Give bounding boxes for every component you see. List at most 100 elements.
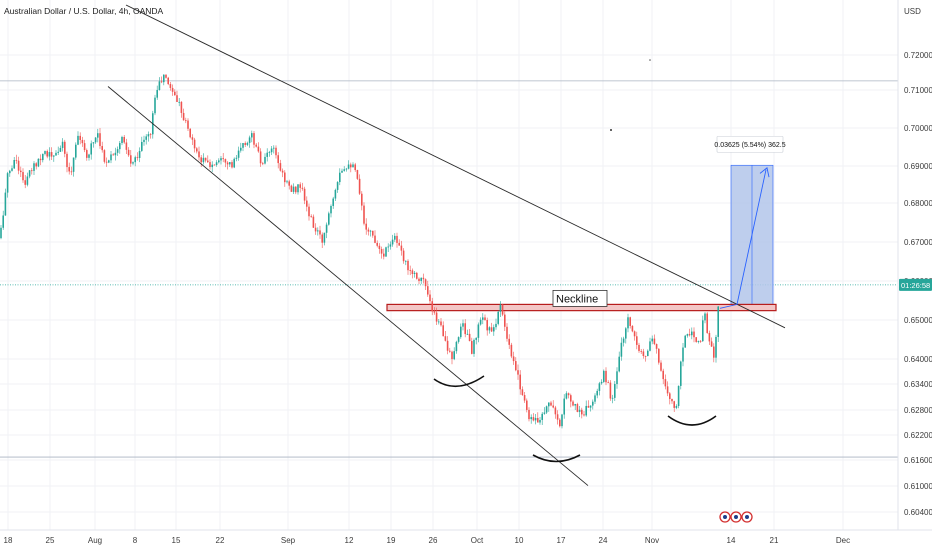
candle-body xyxy=(561,414,563,427)
candle-body xyxy=(655,344,658,349)
candle-body xyxy=(600,381,603,384)
candle-body xyxy=(116,149,119,153)
projection-arrow-line[interactable] xyxy=(719,169,767,309)
candle-body xyxy=(424,279,427,287)
shoulder-head-arcs[interactable] xyxy=(433,375,717,463)
candle-body xyxy=(189,128,191,138)
candle-body xyxy=(92,142,95,144)
candle-body xyxy=(627,317,629,329)
price-axis[interactable]: USD 0.72000 0.71000 0.70000 0.69000 0.68000 0… xyxy=(897,0,932,530)
candle-body xyxy=(165,74,167,78)
candle-body xyxy=(479,319,482,325)
price-tick-label: 0.61600 xyxy=(904,456,932,465)
candle-body xyxy=(237,150,240,158)
left-shoulder-arc[interactable] xyxy=(433,375,485,388)
candle-body xyxy=(501,304,504,315)
candle-body xyxy=(70,171,73,173)
candle-body xyxy=(704,313,706,321)
candle-body xyxy=(136,157,139,159)
candle-body xyxy=(552,405,554,408)
candle-body xyxy=(266,152,268,157)
candle-body xyxy=(290,185,293,192)
candle-body xyxy=(565,393,568,399)
time-tick-label: 25 xyxy=(46,536,55,545)
price-tick-label: 0.70000 xyxy=(904,124,932,133)
candle-body xyxy=(235,157,238,159)
upper-trendline[interactable] xyxy=(125,4,786,329)
candle-body xyxy=(253,133,255,145)
candle-body xyxy=(6,173,9,193)
candle-body xyxy=(499,304,502,312)
candle-body xyxy=(257,146,260,152)
candle-body xyxy=(143,139,145,142)
candle-body xyxy=(488,327,491,331)
candle-body xyxy=(330,205,332,214)
candle-body xyxy=(61,141,64,148)
candle-body xyxy=(262,163,264,165)
candle-body xyxy=(123,136,125,143)
candle-body xyxy=(345,168,348,170)
candle-body xyxy=(295,186,297,193)
right-shoulder-arc[interactable] xyxy=(667,415,717,426)
price-tick-label: 0.61000 xyxy=(904,482,932,491)
time-axis[interactable]: 18 25 Aug 8 15 22 Sep 12 19 26 Oct 10 17 24 Nov 14 21 Dec xyxy=(0,529,932,545)
candle-body xyxy=(174,91,176,96)
candle-body xyxy=(669,393,671,399)
candle-body xyxy=(55,152,57,156)
candle-body xyxy=(176,95,178,102)
event-flag-icon xyxy=(745,515,749,519)
candle-body xyxy=(662,370,664,380)
candle-body xyxy=(138,150,141,158)
candle-body xyxy=(246,142,249,145)
time-tick-label: Aug xyxy=(88,536,102,545)
candle-body xyxy=(66,153,68,168)
candle-body xyxy=(99,133,101,147)
event-markers[interactable] xyxy=(719,511,753,523)
chart-title: Australian Dollar / U.S. Dollar, 4h, OAN… xyxy=(4,6,164,16)
candle-body xyxy=(517,370,519,375)
candle-body xyxy=(369,230,372,232)
candle-body xyxy=(108,160,110,163)
candle-body xyxy=(218,160,220,163)
lower-trendline[interactable] xyxy=(107,86,589,486)
head-arc[interactable] xyxy=(532,454,581,463)
candle-body xyxy=(323,232,326,243)
candle-body xyxy=(141,141,143,151)
candle-body xyxy=(567,393,570,396)
candle-body xyxy=(308,206,310,217)
candle-body xyxy=(35,163,37,167)
time-tick-label: 10 xyxy=(515,536,524,545)
candle-body xyxy=(545,406,548,413)
candle-body xyxy=(83,143,86,151)
candle-body xyxy=(251,133,253,138)
time-tick-label: 21 xyxy=(770,536,779,545)
neckline-rectangle[interactable]: Neckline xyxy=(386,289,777,312)
candle-body xyxy=(653,338,656,345)
candle-body xyxy=(182,112,185,121)
candle-body xyxy=(442,325,444,337)
trendlines[interactable] xyxy=(107,4,786,486)
candle-body xyxy=(242,143,244,148)
candle-body xyxy=(387,246,389,248)
candle-body xyxy=(90,143,92,155)
candle-body xyxy=(374,235,376,243)
candle-body xyxy=(411,270,414,274)
candle-body xyxy=(213,164,216,166)
candle-body xyxy=(147,134,150,137)
candle-body xyxy=(2,215,4,228)
candle-body xyxy=(356,170,359,179)
candle-body xyxy=(422,277,425,280)
candle-body xyxy=(31,170,33,172)
candle-body xyxy=(158,81,161,90)
candle-body xyxy=(510,344,513,357)
candle-body xyxy=(715,336,717,358)
candle-body xyxy=(191,137,194,140)
candle-body xyxy=(574,404,576,406)
time-tick-label: Dec xyxy=(836,536,850,545)
candle-body xyxy=(614,384,616,398)
candle-body xyxy=(24,180,26,185)
candle-body xyxy=(697,340,700,342)
candle-body xyxy=(640,351,642,352)
